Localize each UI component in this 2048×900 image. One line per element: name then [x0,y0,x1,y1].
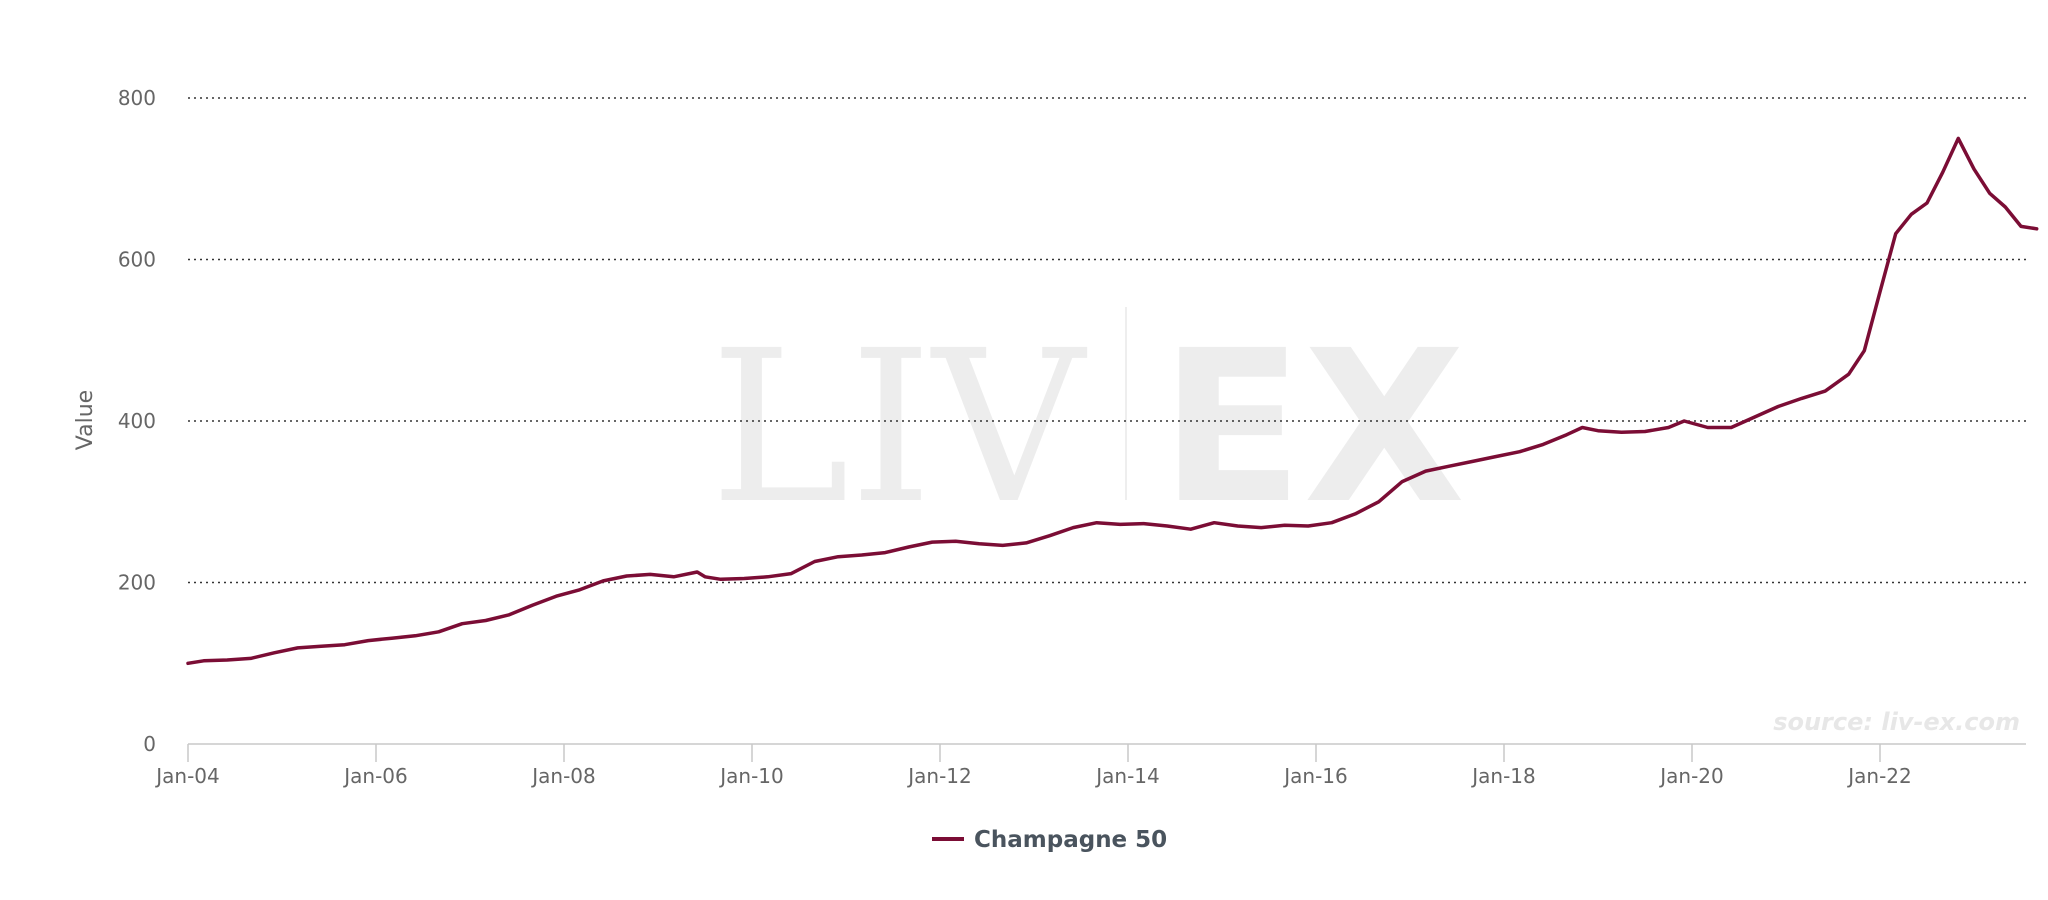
series-line-champagne-50 [186,136,2039,666]
y-tick-label: 400 [118,409,156,433]
y-tick-label: 200 [118,571,156,595]
grid-lines [188,97,2026,584]
x-tick-label: Jan-12 [906,764,972,788]
x-tick-label: Jan-06 [342,764,408,788]
x-tick-label: Jan-16 [1282,764,1348,788]
liv-ex-watermark: LIV EX [710,305,1465,550]
x-tick-label: Jan-14 [1094,764,1160,788]
y-tick-label: 600 [118,248,156,272]
watermark-right-text: EX [1160,305,1465,550]
y-axis: 0 200 400 600 800 [118,86,156,756]
watermark-left-text: LIV [710,305,1087,550]
x-tick-label: Jan-20 [1658,764,1724,788]
y-tick-label: 0 [143,732,156,756]
x-tick-label: Jan-04 [154,764,220,788]
y-axis-title: Value [73,390,98,450]
source-credit: source: liv-ex.com [1773,708,2020,736]
legend-item-champagne-50[interactable]: Champagne 50 [974,827,1167,853]
x-axis: Jan-04 Jan-06 Jan-08 Jan-10 Jan-12 Jan-14 Jan-… [154,743,2026,788]
legend[interactable]: Champagne 50 [932,827,1167,853]
x-tick-label: Jan-18 [1470,764,1536,788]
x-tick-label: Jan-22 [1846,764,1912,788]
x-tick-label: Jan-08 [530,764,596,788]
x-tick-label: Jan-10 [718,764,784,788]
y-tick-label: 800 [118,86,156,110]
